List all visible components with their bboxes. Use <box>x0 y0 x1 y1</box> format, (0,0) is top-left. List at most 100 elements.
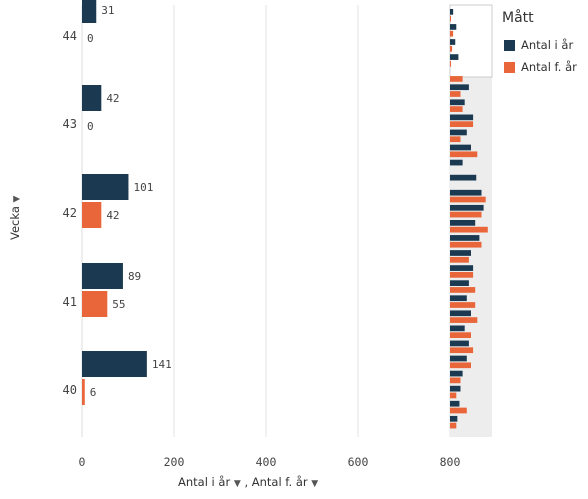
minimap-bar <box>450 151 478 158</box>
bar <box>82 291 108 317</box>
minimap-bar <box>450 76 463 82</box>
y-tick-label: 42 <box>63 206 77 220</box>
minimap-bar <box>450 136 461 143</box>
minimap-bar <box>450 265 474 271</box>
minimap-bar <box>450 15 452 22</box>
minimap-bar <box>450 370 463 377</box>
minimap-bar <box>450 24 457 30</box>
y-tick-label: 40 <box>63 383 77 397</box>
y-tick-labels: 44 43 42 41 40 <box>63 29 77 397</box>
minimap-bar <box>450 30 454 37</box>
legend-swatch <box>504 39 515 51</box>
minimap-bar <box>450 189 482 196</box>
minimap-bar <box>450 196 486 203</box>
minimap-bar <box>450 407 467 414</box>
minimap-bar <box>450 235 480 241</box>
minimap-bar <box>450 392 457 399</box>
minimap-bar <box>450 159 463 166</box>
legend-item-antal-f-ar[interactable]: Antal f. år <box>504 60 577 74</box>
data-label: 0 <box>87 120 94 133</box>
minimap-bar <box>450 211 482 218</box>
x-tick-label: 400 <box>256 455 277 469</box>
x-tick-label: 600 <box>348 455 369 469</box>
minimap-bar <box>450 415 458 422</box>
data-label: 101 <box>133 181 153 194</box>
minimap-bar <box>450 54 459 60</box>
legend-label: Antal f. år <box>521 60 577 74</box>
dropdown-caret-icon[interactable]: ▼ <box>311 479 319 489</box>
data-label: 42 <box>106 209 119 222</box>
minimap-bar <box>450 241 482 248</box>
data-label: 89 <box>128 270 141 283</box>
minimap-bar <box>450 129 467 136</box>
minimap-bar <box>450 317 478 323</box>
x-tick-labels: 0 200 400 600 800 <box>79 455 461 469</box>
y-tick-label: 41 <box>63 295 77 309</box>
y-axis-title: Vecka ▼ <box>8 196 22 240</box>
bar <box>82 202 102 228</box>
minimap-bar <box>450 302 476 308</box>
x-axis-title: Antal i år ▼ , Antal f. år ▼ <box>178 475 318 489</box>
x-tick-label: 200 <box>164 455 185 469</box>
legend-swatch <box>504 61 515 73</box>
bar <box>82 0 97 23</box>
minimap-bar <box>450 250 471 256</box>
minimap-bar <box>450 400 460 407</box>
minimap-bar <box>450 60 452 67</box>
minimap-bar <box>450 204 484 211</box>
data-labels: 31 0 42 0 101 42 89 55 141 6 <box>87 4 172 399</box>
legend-title: Mått <box>502 10 534 26</box>
minimap-bar <box>450 355 467 362</box>
minimap-bar <box>450 91 461 97</box>
data-label: 55 <box>112 298 125 311</box>
minimap-bar <box>450 39 456 45</box>
bars <box>82 0 147 405</box>
minimap-bar <box>450 144 471 151</box>
x-axis-label-antal-i-ar[interactable]: Antal i år <box>178 475 231 489</box>
minimap-bar <box>450 114 474 121</box>
minimap-bar <box>450 332 471 339</box>
minimap-bar <box>450 256 469 263</box>
x-axis-label-antal-f-ar[interactable]: , Antal f. år <box>244 475 308 489</box>
minimap-bar <box>450 340 469 347</box>
minimap-bar <box>450 287 476 293</box>
minimap-bar <box>450 220 476 226</box>
bar <box>82 351 147 377</box>
minimap-bar <box>450 271 474 278</box>
dropdown-caret-icon[interactable]: ▼ <box>12 195 22 203</box>
bar <box>82 174 129 200</box>
minimap-bar <box>450 422 457 429</box>
minimap-bar <box>450 295 467 302</box>
legend-item-antal-i-ar[interactable]: Antal i år <box>504 38 573 52</box>
x-tick-label: 0 <box>79 455 86 469</box>
minimap-bar <box>450 45 453 52</box>
minimap-bar <box>450 99 465 106</box>
minimap-overview[interactable] <box>449 4 493 437</box>
minimap-bar <box>450 385 461 392</box>
minimap-bar <box>450 9 454 15</box>
data-label: 141 <box>152 358 172 371</box>
minimap-bar <box>450 84 469 91</box>
minimap-bar <box>450 347 474 354</box>
minimap-bar <box>450 377 461 384</box>
minimap-bar <box>450 280 469 287</box>
minimap-bar <box>450 310 471 317</box>
bar <box>82 263 123 289</box>
minimap-bar <box>450 226 488 233</box>
minimap-bar <box>450 325 465 332</box>
legend: Mått Antal i år Antal f. år <box>494 8 586 86</box>
minimap-bar <box>450 121 474 128</box>
minimap-bar <box>450 362 471 369</box>
bar <box>82 85 102 111</box>
bar <box>82 379 85 405</box>
y-axis-label-vecka[interactable]: Vecka <box>8 206 22 240</box>
data-label: 0 <box>87 32 94 45</box>
y-tick-label: 44 <box>63 29 77 43</box>
legend-label: Antal i år <box>521 38 574 52</box>
data-label: 31 <box>101 4 114 17</box>
data-label: 42 <box>106 92 119 105</box>
minimap-bar <box>450 106 463 112</box>
y-tick-label: 43 <box>63 117 77 131</box>
dropdown-caret-icon[interactable]: ▼ <box>233 479 241 489</box>
